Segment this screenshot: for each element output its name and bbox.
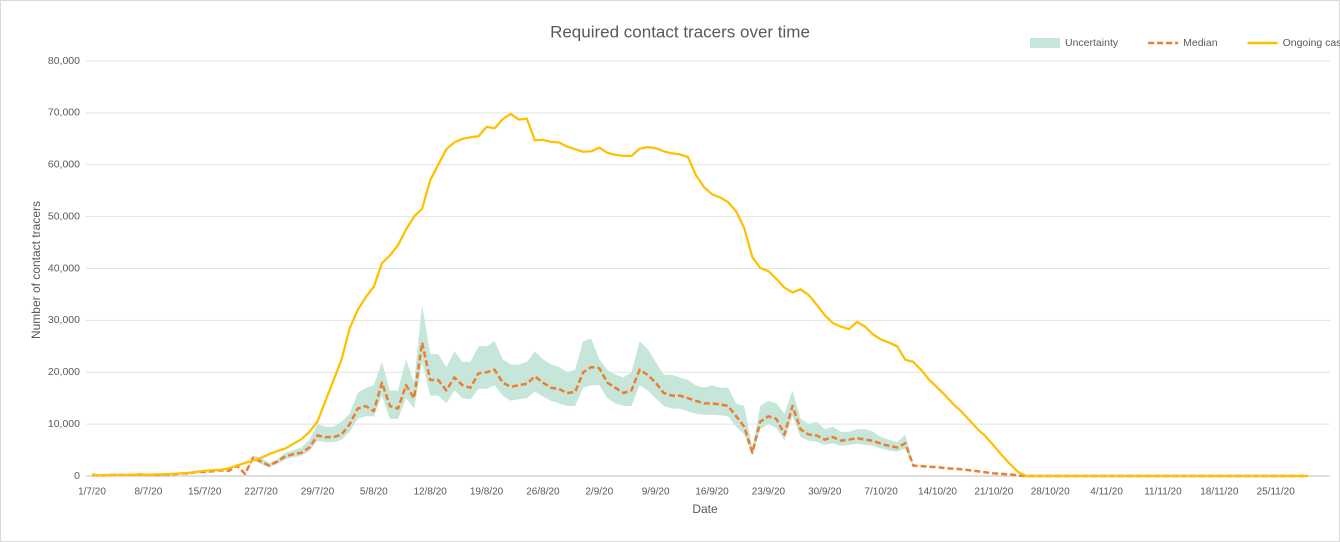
chart-title: Required contact tracers over time (550, 22, 810, 41)
y-tick-label: 60,000 (48, 159, 80, 171)
x-tick-label: 1/7/20 (78, 487, 106, 498)
y-axis-title: Number of contact tracers (29, 201, 43, 339)
x-tick-label: 14/10/20 (918, 487, 957, 498)
legend: Uncertainty Median Ongoing cases (1030, 37, 1340, 49)
y-tick-label: 40,000 (48, 262, 80, 274)
x-tick-label: 29/7/20 (301, 487, 335, 498)
legend-swatch (1030, 38, 1060, 48)
x-tick-label: 4/11/20 (1090, 487, 1123, 498)
x-tick-label: 15/7/20 (188, 487, 222, 498)
x-tick-label: 2/9/20 (585, 487, 613, 498)
plot-area (91, 112, 1308, 478)
x-tick-label: 7/10/20 (864, 487, 898, 498)
uncertainty-band (92, 304, 914, 476)
y-tick-label: 20,000 (48, 366, 80, 378)
legend-label: Median (1183, 37, 1218, 49)
y-tick-label: 10,000 (48, 418, 80, 430)
y-tick-label: 70,000 (48, 107, 80, 119)
x-tick-label: 9/9/20 (642, 487, 670, 498)
y-tick-label: 50,000 (48, 210, 80, 222)
x-tick-label: 30/9/20 (808, 487, 842, 498)
x-tick-label: 26/8/20 (526, 487, 560, 498)
x-tick-label: 16/9/20 (695, 487, 729, 498)
x-tick-label: 5/8/20 (360, 487, 388, 498)
legend-label: Ongoing cases (1283, 37, 1340, 49)
x-tick-label: 28/10/20 (1031, 487, 1070, 498)
x-tick-label: 11/11/20 (1144, 487, 1182, 498)
x-tick-label: 18/11/20 (1200, 487, 1239, 498)
legend-label: Uncertainty (1065, 37, 1119, 49)
x-tick-label: 25/11/20 (1257, 487, 1296, 498)
x-tick-label: 22/7/20 (244, 487, 278, 498)
x-tick-label: 12/8/20 (414, 487, 448, 498)
x-axis-title: Date (692, 502, 718, 516)
y-tick-label: 0 (74, 470, 80, 482)
x-tick-label: 23/9/20 (752, 487, 786, 498)
x-tick-label: 21/10/20 (974, 487, 1013, 498)
y-tick-label: 30,000 (48, 314, 80, 326)
y-tick-label: 80,000 (48, 55, 80, 67)
x-tick-label: 8/7/20 (134, 487, 162, 498)
series-line (91, 112, 1308, 478)
x-tick-label: 19/8/20 (470, 487, 504, 498)
